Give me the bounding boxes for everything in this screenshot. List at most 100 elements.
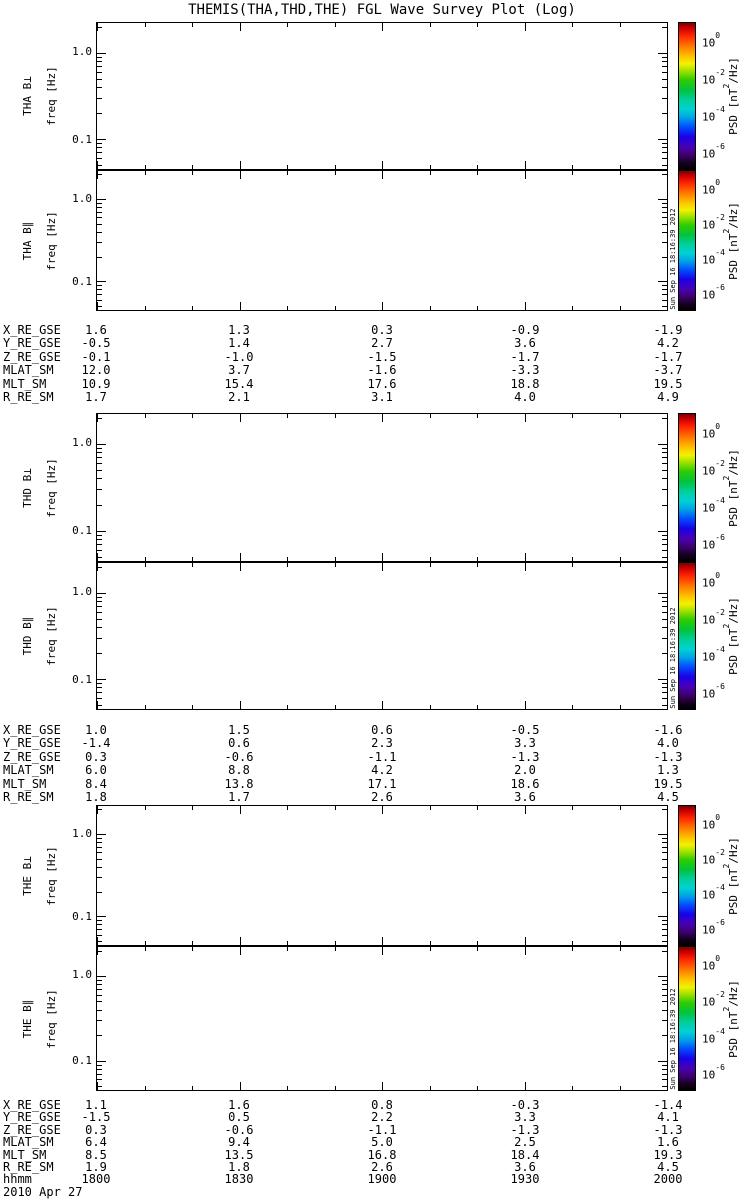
panel-label: THE B⊥ xyxy=(21,855,34,896)
axis-tick xyxy=(192,806,193,810)
axis-tick xyxy=(477,171,478,175)
axis-tick xyxy=(662,463,667,464)
ephemeris-value: 1.3 xyxy=(228,323,250,337)
axis-tick xyxy=(240,302,241,310)
axis-tick xyxy=(335,165,336,169)
ephemeris-value: 3.6 xyxy=(514,336,536,351)
colorbar-tick-label: 100 xyxy=(702,812,721,832)
ephemeris-value: 8.8 xyxy=(228,763,250,778)
axis-tick xyxy=(145,557,146,561)
axis-tick xyxy=(430,165,431,169)
axis-tick xyxy=(97,1086,102,1087)
axis-tick xyxy=(662,207,667,208)
axis-tick xyxy=(192,557,193,561)
ephemeris-row: MLT_SM 8.4 13.8 17.1 18.6 19.5 xyxy=(0,778,750,791)
ephemeris-value: 1.9 xyxy=(85,1160,107,1174)
ephemeris-value: -1.6 xyxy=(653,723,683,737)
ephemeris-value: -1.7 xyxy=(510,349,540,364)
axis-tick xyxy=(97,27,102,28)
ephemeris-value: 10.9 xyxy=(81,376,111,391)
axis-tick xyxy=(658,834,667,835)
row-label: Y_RE_GSE xyxy=(3,736,61,751)
axis-tick xyxy=(97,66,102,67)
colorbar-tick-label: 10-4 xyxy=(702,1026,725,1046)
axis-tick xyxy=(430,947,431,951)
ephemeris-value: 1.6 xyxy=(228,1098,250,1112)
axis-tick xyxy=(662,544,667,545)
axis-tick xyxy=(662,152,667,153)
axis-tick xyxy=(525,701,526,709)
y-tick-label: 0.1 xyxy=(72,910,92,924)
axis-tick xyxy=(620,557,621,561)
axis-tick xyxy=(662,705,667,706)
axis-tick xyxy=(145,941,146,945)
axis-tick xyxy=(620,806,621,810)
axis-tick xyxy=(662,418,667,419)
ephemeris-value: -1.3 xyxy=(653,1122,683,1137)
date-row: 2010 Apr 27 xyxy=(0,1186,750,1198)
ephemeris-value: 4.9 xyxy=(657,390,679,404)
axis-tick xyxy=(525,806,526,814)
axis-tick xyxy=(97,852,102,853)
axis-tick xyxy=(662,842,667,843)
axis-tick xyxy=(97,544,102,545)
axis-tick xyxy=(662,653,667,654)
colorbar-axis-label: PSD [nT2/Hz] xyxy=(722,979,740,1058)
ephemeris-value: 9.4 xyxy=(228,1135,250,1150)
axis-tick xyxy=(97,289,102,290)
axis-tick xyxy=(667,563,668,571)
axis-tick xyxy=(658,679,667,680)
axis-tick xyxy=(97,601,102,602)
ephemeris-value: -1.3 xyxy=(510,1122,540,1137)
axis-tick xyxy=(477,557,478,561)
axis-tick xyxy=(662,79,667,80)
panel-label: THE B∥ xyxy=(21,999,34,1038)
ephemeris-value: 2.2 xyxy=(371,1110,393,1125)
ephemeris-value: -0.6 xyxy=(224,749,254,764)
ephemeris-value: 4.2 xyxy=(371,763,393,778)
axis-tick xyxy=(97,531,106,532)
axis-tick xyxy=(477,806,478,810)
axis-tick xyxy=(430,1086,431,1090)
ephemeris-value: -1.7 xyxy=(653,349,683,364)
ephemeris-value: 1.7 xyxy=(228,790,250,804)
y-tick-label: 1.0 xyxy=(72,585,92,598)
colorbar-tick-label: 10-2 xyxy=(702,212,725,232)
axis-tick xyxy=(192,563,193,567)
ephemeris-row: R_RE_SM 1.9 1.8 2.6 3.6 4.5 xyxy=(0,1161,750,1173)
axis-tick xyxy=(192,1086,193,1090)
colorbar xyxy=(678,562,696,710)
row-label: Y_RE_GSE xyxy=(3,336,61,351)
axis-tick xyxy=(658,53,667,54)
colorbar xyxy=(678,413,696,562)
y-tick-label: 0.1 xyxy=(72,275,92,289)
row-label: X_RE_GSE xyxy=(3,323,61,337)
row-label: Z_RE_GSE xyxy=(3,1122,61,1137)
axis-tick xyxy=(97,1020,102,1021)
axis-tick xyxy=(662,1020,667,1021)
ephemeris-value: 1.1 xyxy=(85,1098,107,1112)
axis-tick xyxy=(240,171,241,179)
row-label: MLAT_SM xyxy=(3,763,54,778)
axis-tick xyxy=(430,806,431,810)
axis-tick xyxy=(662,289,667,290)
axis-tick xyxy=(667,806,668,814)
axis-tick xyxy=(287,165,288,169)
ephemeris-value: 3.6 xyxy=(514,1160,536,1174)
axis-tick xyxy=(97,567,102,568)
axis-tick xyxy=(382,414,383,422)
axis-tick xyxy=(658,916,667,917)
ephemeris-value: -1.3 xyxy=(510,749,540,764)
axis-tick xyxy=(525,947,526,955)
axis-tick xyxy=(97,842,102,843)
axis-tick xyxy=(97,653,102,654)
ephemeris-value: 1.6 xyxy=(85,323,107,337)
axis-tick xyxy=(662,867,667,868)
axis-tick xyxy=(335,947,336,951)
time-tick-label: 1930 xyxy=(510,1172,540,1187)
axis-tick xyxy=(662,1035,667,1036)
axis-tick xyxy=(525,302,526,310)
ephemeris-value: 1.5 xyxy=(228,723,250,737)
panel-label: THA B⊥ xyxy=(21,76,34,116)
colorbar-tick-label: 10-6 xyxy=(702,1062,725,1082)
